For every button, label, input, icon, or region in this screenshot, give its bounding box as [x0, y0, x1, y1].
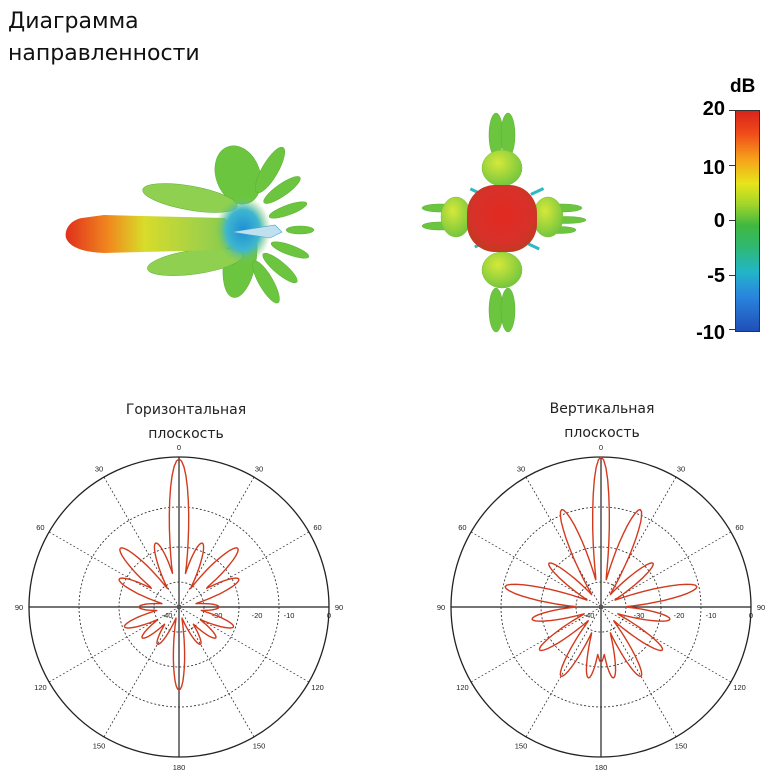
polar-spoke [103, 606, 180, 738]
polar-spoke [48, 531, 180, 608]
colorbar-tick-label: -10 [696, 322, 725, 344]
polar-angle-label: 60 [735, 523, 743, 532]
polar-radial-label: -10 [284, 611, 295, 620]
polar-spoke [103, 476, 180, 608]
polar-angle-label: 120 [733, 683, 746, 692]
polar-angle-label: 90 [757, 603, 765, 612]
polar-radial-label: -20 [674, 611, 685, 620]
colorbar-tick-label: 10 [702, 157, 725, 179]
polar-angle-label: 120 [456, 683, 469, 692]
polar-radial-label: -10 [706, 611, 717, 620]
polar-angle-label: 90 [15, 603, 23, 612]
page-title: Диаграмма направленности [8, 6, 200, 70]
polar-radial-label: 0 [327, 611, 331, 620]
polar-origin [176, 604, 182, 610]
polar-radial-label: -20 [252, 611, 263, 620]
vertical-plot-title: Вертикальная плоскость [528, 397, 676, 445]
polar-spoke [48, 606, 180, 683]
vertical-title-line-1: Вертикальная [549, 401, 655, 417]
polar-spoke [525, 606, 602, 738]
polar-angle-label: 150 [93, 742, 106, 751]
polar-angle-label: 120 [34, 683, 47, 692]
polar-angle-label: 30 [95, 464, 103, 473]
vertical-title-line-2: плоскость [564, 425, 640, 441]
horizontal-plot-title: Горизонтальная плоскость [112, 398, 260, 446]
polar-spoke [178, 606, 255, 738]
polar-spoke [600, 606, 732, 683]
polar-angle-label: 0 [599, 443, 603, 452]
colorbar-tick-mark [729, 220, 735, 221]
polar-angle-label: 30 [677, 464, 685, 473]
polar-angle-label: 0 [177, 443, 181, 452]
polar-spoke [470, 606, 602, 683]
polar-spoke [525, 476, 602, 608]
polar-angle-label: 90 [437, 603, 445, 612]
polar-angle-label: 60 [36, 523, 44, 532]
polar-angle-label: 150 [253, 742, 266, 751]
polar-origin [598, 604, 604, 610]
colorbar-tick-mark [729, 110, 735, 111]
polar-spoke [178, 476, 255, 608]
polar-angle-label: 180 [173, 763, 186, 772]
colorbar-tick-mark [729, 165, 735, 166]
polar-radial-label: -40 [162, 611, 173, 620]
colorbar-tick-label: 20 [702, 98, 725, 120]
pattern-curve [504, 456, 698, 679]
polar-angle-label: 60 [458, 523, 466, 532]
polar-spoke [600, 476, 677, 608]
polar-angle-label: 90 [335, 603, 343, 612]
polar-angle-label: 150 [675, 742, 688, 751]
polar-spoke [600, 606, 677, 738]
colorbar-tick-label: -5 [707, 265, 725, 287]
horizontal-title-line-1: Горизонтальная [125, 402, 247, 418]
vertical-3d-pattern [421, 112, 587, 333]
polar-angle-label: 60 [313, 523, 321, 532]
radiation-pattern-3d-illustration [65, 112, 587, 333]
colorbar-unit: dB [730, 76, 756, 97]
polar-radial-label: 0 [749, 611, 753, 620]
horizontal-3d-pattern [65, 145, 315, 304]
polar-angle-label: 180 [595, 763, 608, 772]
colorbar-tick-label: 0 [713, 210, 725, 232]
polar-angle-label: 150 [515, 742, 528, 751]
horizontal-title-line-2: плоскость [148, 426, 224, 442]
polar-radial-label: -30 [634, 611, 645, 620]
polar-angle-label: 30 [255, 464, 263, 473]
colorbar [735, 110, 760, 332]
polar-spoke [178, 531, 310, 608]
colorbar-tick-mark [729, 275, 735, 276]
polar-angle-label: 120 [311, 683, 324, 692]
title-line-1: Диаграмма [8, 9, 139, 34]
polar-angle-label: 30 [517, 464, 525, 473]
vertical-polar-plot: 0 30 60 90 120 150 180 150 120 90 60 30 -40 -30 -20 -10… [437, 443, 765, 772]
colorbar-tick-mark [729, 329, 735, 330]
pattern-curve [118, 458, 240, 691]
polar-radial-label: -40 [584, 611, 595, 620]
title-line-2: направленности [8, 41, 200, 66]
